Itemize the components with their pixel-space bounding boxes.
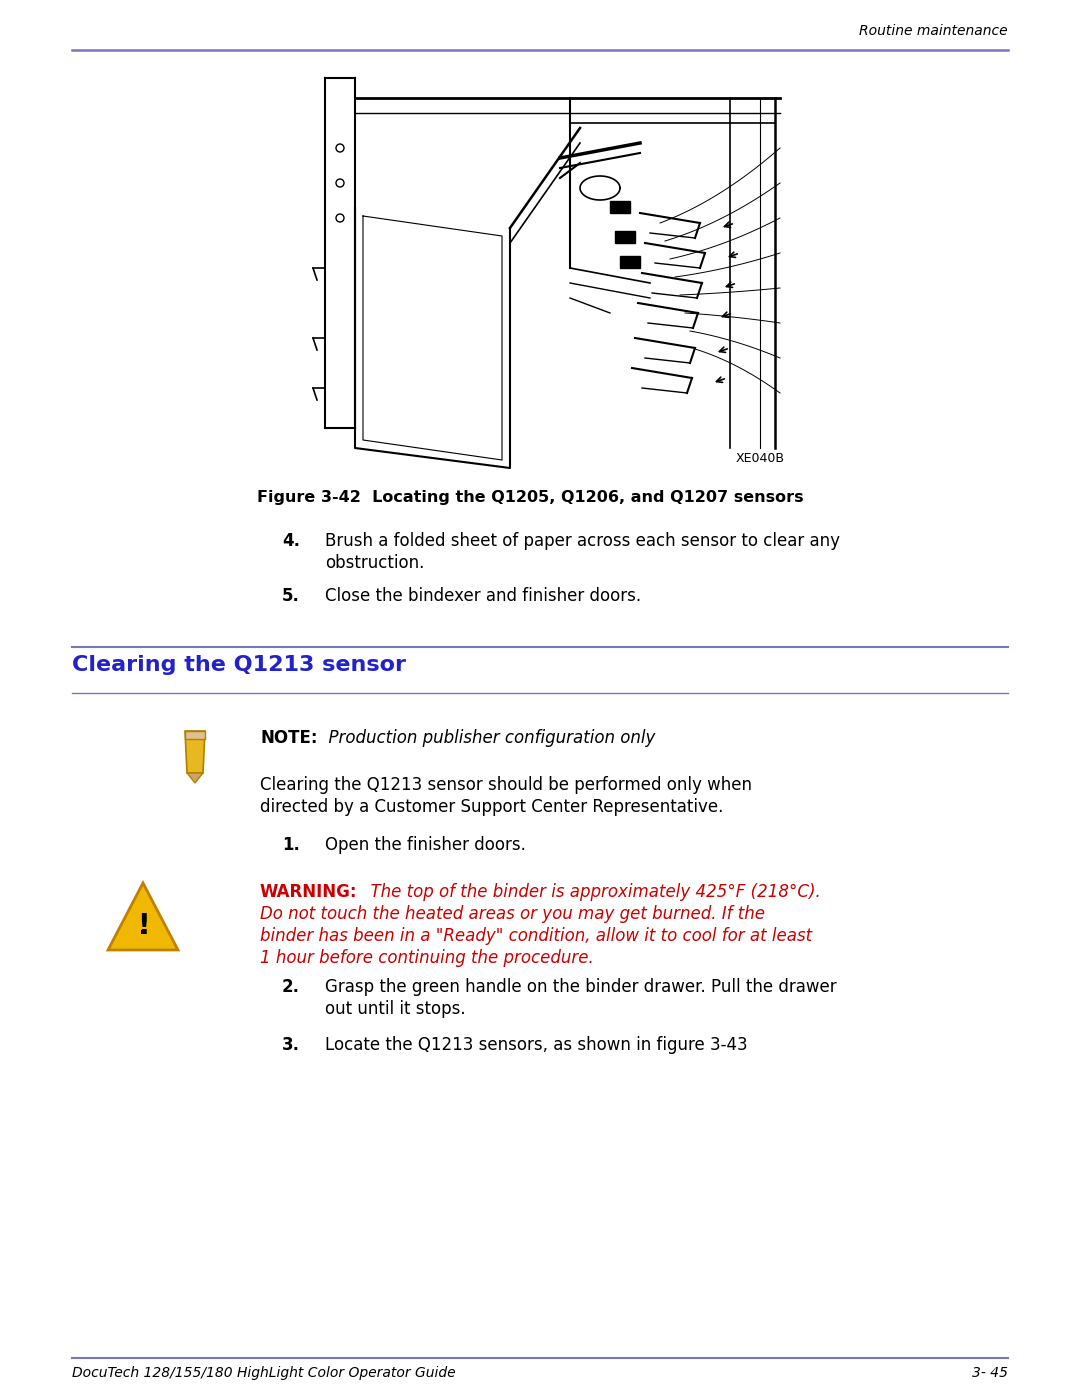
Text: .: . xyxy=(139,919,147,937)
Text: out until it stops.: out until it stops. xyxy=(325,1000,465,1018)
Text: obstruction.: obstruction. xyxy=(325,555,424,571)
Text: Clearing the Q1213 sensor: Clearing the Q1213 sensor xyxy=(72,655,406,675)
Text: Open the finisher doors.: Open the finisher doors. xyxy=(325,835,526,854)
Text: binder has been in a "Ready" condition, allow it to cool for at least: binder has been in a "Ready" condition, … xyxy=(260,928,812,944)
Text: 4.: 4. xyxy=(282,532,300,550)
Text: Close the bindexer and finisher doors.: Close the bindexer and finisher doors. xyxy=(325,587,642,605)
Text: XE040B: XE040B xyxy=(735,453,785,465)
Polygon shape xyxy=(187,773,203,782)
Bar xyxy=(185,731,205,739)
Text: 5.: 5. xyxy=(282,587,300,605)
Text: 1 hour before continuing the procedure.: 1 hour before continuing the procedure. xyxy=(260,949,594,967)
Bar xyxy=(615,231,635,243)
Text: NOTE:: NOTE: xyxy=(260,729,318,747)
Text: Clearing the Q1213 sensor should be performed only when: Clearing the Q1213 sensor should be perf… xyxy=(260,775,752,793)
Text: DocuTech 128/155/180 HighLight Color Operator Guide: DocuTech 128/155/180 HighLight Color Ope… xyxy=(72,1366,456,1380)
Text: Grasp the green handle on the binder drawer. Pull the drawer: Grasp the green handle on the binder dra… xyxy=(325,978,837,996)
Polygon shape xyxy=(108,883,178,950)
Text: 3- 45: 3- 45 xyxy=(972,1366,1008,1380)
Bar xyxy=(620,256,640,268)
Text: Brush a folded sheet of paper across each sensor to clear any: Brush a folded sheet of paper across eac… xyxy=(325,532,840,550)
Text: WARNING:: WARNING: xyxy=(260,883,357,901)
Text: Locate the Q1213 sensors, as shown in figure 3-43: Locate the Q1213 sensors, as shown in fi… xyxy=(325,1037,747,1053)
Text: Routine maintenance: Routine maintenance xyxy=(860,24,1008,38)
Text: 2.: 2. xyxy=(282,978,300,996)
Bar xyxy=(610,201,630,212)
Text: !: ! xyxy=(137,912,149,940)
Polygon shape xyxy=(185,731,205,773)
Text: Do not touch the heated areas or you may get burned. If the: Do not touch the heated areas or you may… xyxy=(260,905,765,923)
Text: 1.: 1. xyxy=(282,835,300,854)
Text: directed by a Customer Support Center Representative.: directed by a Customer Support Center Re… xyxy=(260,798,724,816)
Text: The top of the binder is approximately 425°F (218°C).: The top of the binder is approximately 4… xyxy=(360,883,821,901)
Text: 3.: 3. xyxy=(282,1037,300,1053)
Text: Figure 3-42  Locating the Q1205, Q1206, and Q1207 sensors: Figure 3-42 Locating the Q1205, Q1206, a… xyxy=(257,490,804,504)
Text: Production publisher configuration only: Production publisher configuration only xyxy=(318,729,656,747)
